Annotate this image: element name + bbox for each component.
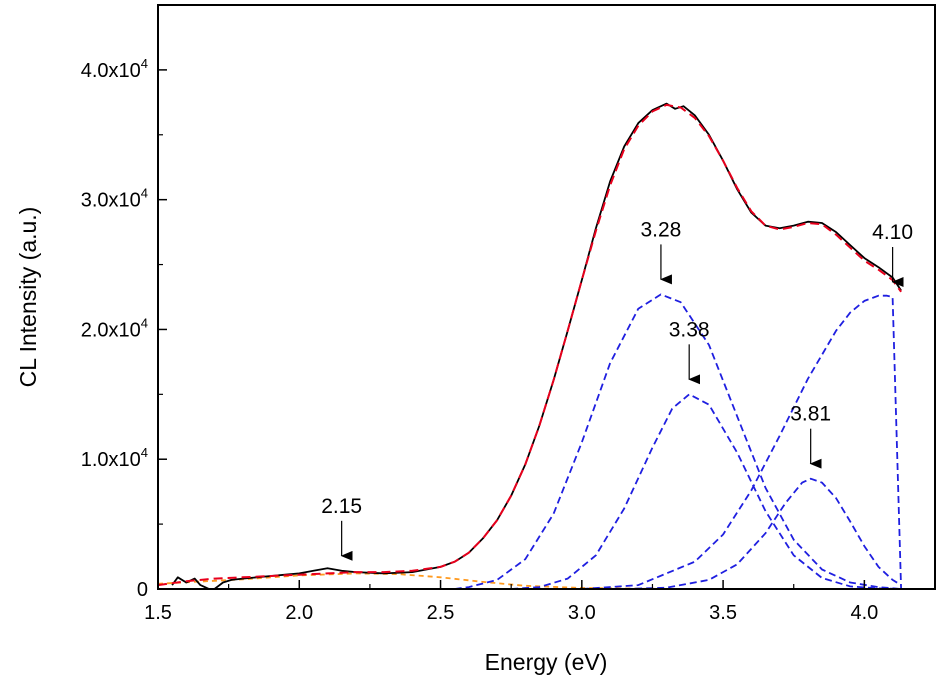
y-tick-label: 1.0x104 [81, 445, 148, 471]
gaussian-component-4-1 [581, 294, 902, 589]
annotation-layer: 2.15 3.28 3.38 3.81 4.10 [321, 218, 913, 561]
gaussian-component-3-38 [511, 393, 902, 589]
x-tick-label: 4.0 [850, 602, 878, 624]
peak-label: 3.81 [790, 403, 831, 426]
y-tick-label: 0 [137, 579, 148, 601]
gaussian-component-3-28 [454, 293, 902, 589]
x-tick-label: 2.5 [427, 602, 455, 624]
x-axis-title: Energy (eV) [485, 649, 608, 675]
gaussian-component-3-81 [624, 477, 902, 589]
x-tick-label: 3.0 [568, 602, 596, 624]
measured-curve [171, 102, 902, 589]
x-tick-label: 3.5 [709, 602, 737, 624]
axis-layer: 1.5 2.0 2.5 3.0 3.5 4.0 0 1.0x104 2.0x104 3.0x104… [81, 56, 879, 624]
fit-total-curve [158, 103, 902, 587]
peak-label: 3.28 [640, 218, 681, 241]
y-axis-title: CL Intensity (a.u.) [15, 207, 41, 388]
peak-label: 4.10 [872, 221, 913, 244]
peak-label: 3.38 [669, 318, 710, 341]
y-tick-label: 4.0x104 [81, 56, 148, 82]
series-layer [158, 102, 902, 589]
x-tick-label: 2.0 [285, 602, 313, 624]
y-tick-label: 2.0x104 [81, 315, 148, 341]
x-tick-label: 1.5 [144, 602, 172, 624]
plot-frame [157, 4, 936, 590]
y-tick-label: 3.0x104 [81, 186, 148, 212]
peak-label: 2.15 [321, 495, 362, 518]
